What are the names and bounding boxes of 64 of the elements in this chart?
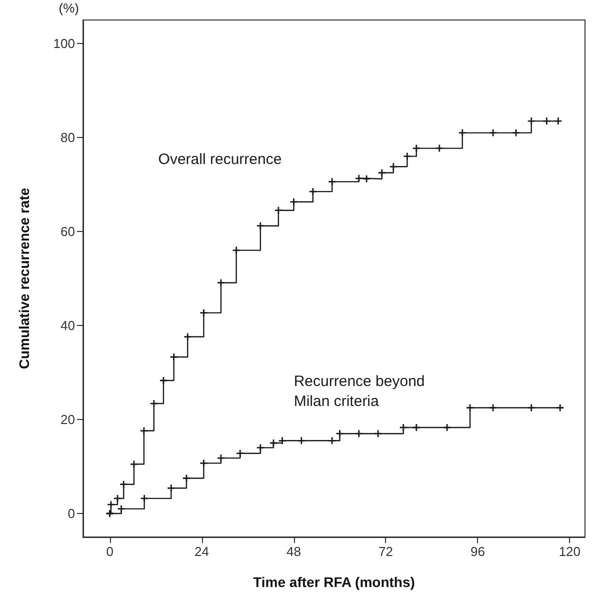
x-tick-label: 72 [378, 544, 393, 559]
point [232, 246, 240, 254]
point [107, 501, 114, 508]
point [400, 424, 407, 431]
point [374, 430, 382, 438]
x-tick-label: 96 [470, 544, 485, 559]
point [298, 437, 305, 444]
point [118, 505, 125, 512]
x-tick-label: 120 [558, 544, 581, 559]
x-axis-title: Time after RFA (months) [253, 574, 415, 590]
x-tick-label: 0 [106, 544, 114, 559]
point [217, 279, 224, 286]
point [120, 480, 128, 488]
point [150, 400, 158, 408]
point [290, 198, 298, 206]
point [168, 484, 175, 492]
text: (%) [58, 0, 79, 16]
y-tick-label: 0 [68, 506, 75, 521]
point [390, 163, 397, 170]
point [355, 174, 362, 182]
point [328, 178, 336, 186]
point [466, 404, 474, 412]
point [458, 129, 466, 136]
point [404, 152, 411, 160]
point [412, 424, 420, 431]
point [528, 118, 535, 125]
y-tick-label: 20 [60, 412, 75, 427]
point [309, 188, 316, 196]
y-axis-title: Cumulative recurrence rate [16, 188, 32, 370]
y-tick-label: 60 [60, 224, 75, 239]
point [236, 450, 244, 457]
y-tick-label: 40 [60, 318, 75, 333]
point [130, 460, 138, 468]
point [256, 222, 264, 230]
point [184, 333, 192, 340]
point [355, 430, 362, 438]
point [182, 474, 190, 482]
point [140, 427, 148, 434]
point [556, 404, 564, 412]
point [278, 437, 286, 444]
point [554, 118, 562, 125]
point [490, 129, 497, 136]
point [378, 169, 386, 176]
point [363, 175, 370, 182]
point [200, 309, 208, 316]
y-tick-label: 100 [53, 36, 75, 51]
point [490, 404, 497, 412]
point [512, 129, 520, 136]
point [140, 494, 148, 502]
point [436, 144, 443, 152]
series-label: Recurrence beyond Milan criteria [294, 373, 429, 410]
point [336, 430, 344, 438]
point [528, 404, 535, 412]
point [328, 437, 336, 444]
point [274, 206, 282, 214]
x-tick-label: 24 [194, 544, 210, 559]
point [256, 444, 264, 452]
x-tick-label: 48 [286, 544, 301, 559]
point [170, 353, 178, 360]
point [543, 118, 550, 125]
point [200, 460, 208, 467]
text: Overall recurrence [158, 150, 282, 168]
point [412, 144, 420, 152]
y-tick-label: 80 [60, 130, 75, 145]
